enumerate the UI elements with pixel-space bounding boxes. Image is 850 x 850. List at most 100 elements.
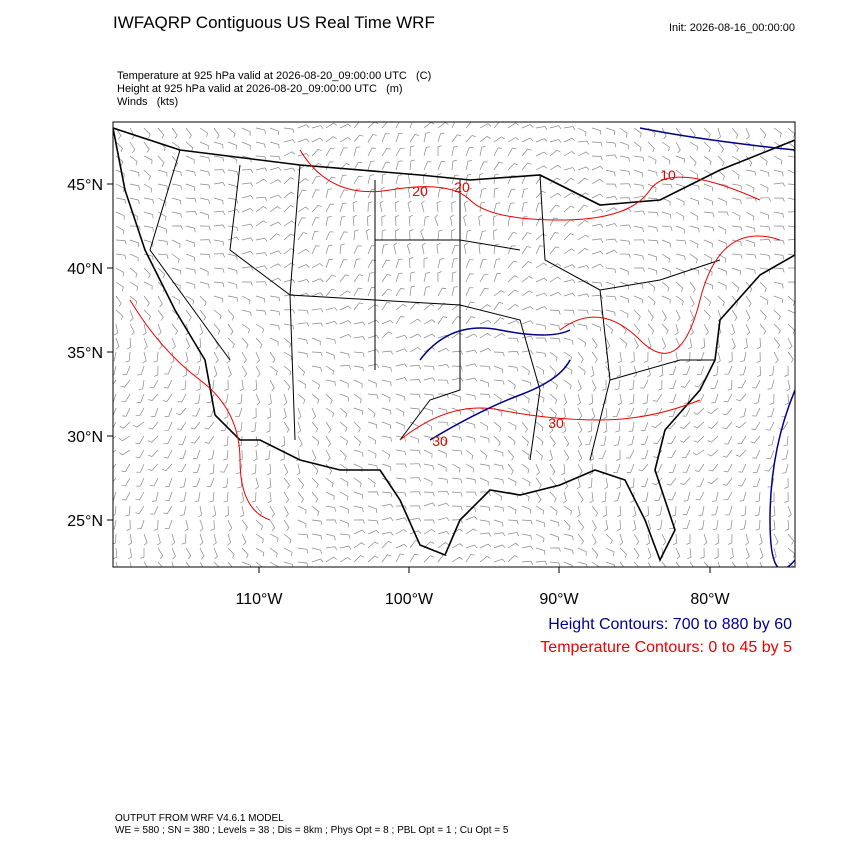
wind-barb: [185, 127, 192, 139]
wind-barb: [773, 127, 782, 138]
wind-barb: [605, 223, 618, 227]
wind-barb: [680, 379, 691, 388]
wind-barb: [465, 449, 474, 460]
wind-barb: [395, 160, 403, 171]
wind-barb: [644, 505, 649, 518]
wind-barb: [682, 463, 691, 473]
wind-barb: [325, 259, 334, 269]
wind-barb: [115, 253, 127, 260]
wind-barb: [367, 529, 380, 535]
wind-barb: [716, 351, 721, 364]
wind-barb: [241, 207, 254, 213]
wind-barb: [712, 365, 719, 377]
wind-barb: [297, 206, 309, 213]
wind-barb: [381, 215, 386, 227]
wind-barb: [590, 365, 595, 378]
wind-barb: [157, 267, 166, 278]
wind-barb: [653, 449, 663, 458]
wind-barb: [353, 379, 363, 388]
wind-barb: [255, 205, 267, 213]
wind-barb: [773, 141, 782, 151]
wind-barb: [177, 393, 187, 403]
wind-barb: [325, 188, 333, 199]
wind-barb: [241, 337, 249, 349]
wind-barb: [465, 421, 476, 429]
wind-barb: [633, 309, 641, 321]
wind-barb: [119, 421, 131, 429]
wind-barb: [407, 200, 412, 213]
wind-barb: [703, 561, 709, 567]
wind-barb: [577, 127, 587, 137]
wind-barb: [264, 449, 271, 461]
wind-barb: [549, 449, 553, 462]
wind-barb: [127, 337, 132, 350]
wind-barb: [143, 309, 151, 321]
wind-barb: [227, 309, 235, 321]
wind-barb: [463, 214, 468, 227]
wind-barb: [367, 541, 379, 549]
wind-barb: [353, 161, 363, 171]
wind-barb: [754, 505, 761, 517]
wind-barb: [184, 519, 189, 532]
wind-barb: [451, 332, 463, 339]
wind-barb: [549, 232, 559, 241]
wind-barb: [633, 533, 640, 546]
wind-barb: [113, 547, 118, 560]
wind-barb: [227, 267, 238, 275]
wind-barb: [185, 561, 191, 567]
wind-barb: [728, 351, 733, 363]
wind-barb: [179, 477, 187, 488]
wind-barb: [689, 141, 699, 151]
wind-barb: [367, 505, 378, 513]
wind-barb: [339, 435, 348, 445]
wind-barb: [423, 286, 431, 297]
wind-barb: [353, 542, 365, 549]
wind-barb: [115, 281, 124, 292]
wind-barb: [157, 561, 163, 567]
wind-barb: [751, 421, 761, 431]
wind-barb: [493, 162, 503, 171]
wind-barb: [423, 146, 431, 157]
wind-barb: [740, 519, 747, 530]
wind-barb: [162, 463, 173, 472]
wind-barb: [521, 275, 533, 283]
wind-barb: [685, 351, 691, 363]
wind-barb: [353, 519, 365, 524]
wind-barb: [185, 211, 198, 216]
wind-barb: [712, 491, 719, 502]
wind-barb: [325, 274, 336, 283]
wind-barb: [115, 127, 122, 140]
wind-barb: [227, 127, 236, 138]
wind-barb: [493, 393, 502, 404]
wind-barb: [745, 281, 753, 293]
wind-barb: [493, 147, 503, 157]
wind-barb: [423, 132, 430, 143]
wind-barb: [535, 393, 545, 403]
wind-barb: [479, 463, 491, 470]
wind-barb: [423, 528, 436, 535]
wind-barb: [521, 545, 534, 550]
wind-barb: [409, 333, 422, 339]
wind-barb: [199, 155, 210, 162]
wind-barb: [759, 155, 768, 166]
wind-barb: [727, 379, 733, 391]
wind-barb: [227, 209, 240, 214]
wind-barb: [549, 246, 560, 255]
wind-barb: [164, 407, 173, 417]
wind-barb: [125, 351, 131, 363]
wind-barb: [143, 281, 153, 290]
wind-barb: [561, 463, 566, 476]
wind-barb: [661, 197, 671, 206]
wind-barb: [626, 407, 635, 417]
wind-barb: [255, 547, 265, 557]
wind-barb: [616, 365, 621, 378]
wind-barb: [479, 304, 491, 311]
wind-barb: [237, 393, 243, 405]
wind-barb: [773, 309, 781, 321]
wind-barb: [255, 351, 260, 364]
wind-barb: [708, 463, 719, 472]
wind-barb: [177, 463, 187, 473]
wind-barb: [465, 516, 478, 521]
wind-barb: [339, 215, 346, 227]
wind-barb: [267, 477, 272, 490]
